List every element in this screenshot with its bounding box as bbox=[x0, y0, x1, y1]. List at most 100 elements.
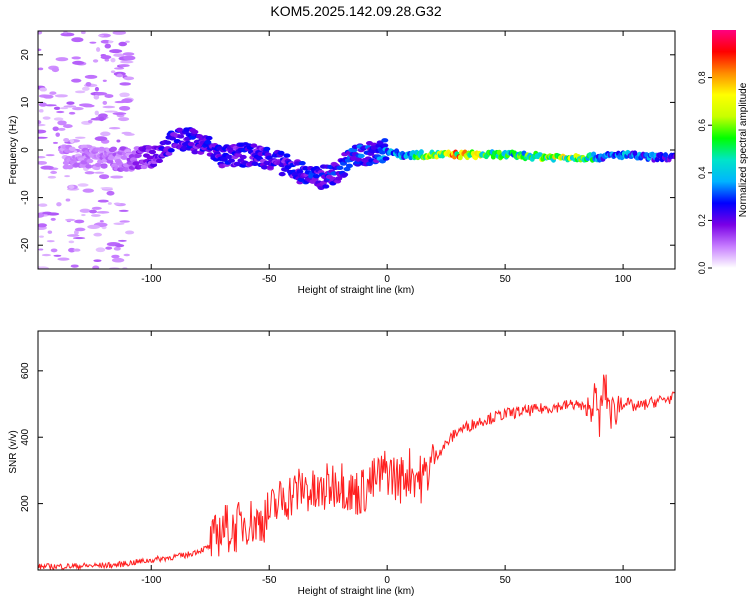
spectrogram-noise bbox=[38, 102, 48, 107]
x-tick-label: 100 bbox=[615, 575, 632, 586]
spectrogram-noise bbox=[55, 132, 60, 137]
spectrogram-noise bbox=[92, 59, 99, 63]
spectrogram-noise bbox=[68, 240, 75, 244]
spectrogram-blob bbox=[357, 153, 365, 159]
spectrogram-noise bbox=[64, 175, 71, 178]
y-tick-label: -20 bbox=[20, 238, 31, 253]
spectrogram-noise bbox=[94, 136, 108, 142]
spectrogram-noise bbox=[71, 78, 82, 83]
spectrogram-blob bbox=[345, 163, 353, 169]
spectrogram-noise bbox=[68, 111, 76, 115]
spectrogram-noise bbox=[98, 34, 105, 37]
spectrogram-noise bbox=[123, 55, 136, 61]
spectrogram-blob bbox=[312, 173, 320, 179]
spectrogram-blob bbox=[204, 140, 212, 145]
spectrogram-noise bbox=[72, 237, 86, 240]
spectrogram-noise bbox=[104, 43, 111, 49]
y-tick-label: 0 bbox=[20, 147, 31, 153]
spectrogram-noise bbox=[108, 127, 121, 130]
spectrogram-blob bbox=[177, 134, 185, 139]
spectrogram-noise bbox=[49, 91, 57, 95]
spectrogram-noise bbox=[125, 40, 130, 43]
spectrogram-noise bbox=[53, 106, 61, 111]
spectrogram-noise bbox=[50, 217, 56, 221]
spectrogram-blob bbox=[239, 154, 247, 160]
spectrogram-noise bbox=[43, 104, 57, 107]
spectrogram-noise bbox=[77, 183, 89, 187]
colorbar: 0.0 0.2 0.4 0.6 0.8 Normalized spectral ampl… bbox=[697, 30, 749, 274]
spectrogram-noise bbox=[100, 39, 111, 44]
spectrogram-noise bbox=[41, 253, 51, 257]
spectrogram-noise bbox=[97, 199, 109, 203]
spectrogram-blob bbox=[296, 169, 304, 174]
spectrogram-noise bbox=[57, 120, 67, 126]
spectrogram-noise bbox=[116, 139, 121, 143]
snr-x-axis-label: Height of straight line (km) bbox=[298, 586, 415, 597]
spectrogram-noise bbox=[69, 139, 75, 144]
spectrogram-blob bbox=[457, 154, 463, 161]
spectrogram-blob bbox=[168, 136, 176, 141]
spectrogram-noise bbox=[74, 227, 86, 232]
spectrogram-blob bbox=[94, 162, 102, 168]
spectrogram-noise bbox=[94, 92, 108, 96]
spectrogram-noise bbox=[85, 81, 92, 87]
snr-frame bbox=[37, 330, 676, 571]
spectrogram-blob bbox=[297, 177, 305, 182]
spectrogram-noise bbox=[50, 248, 58, 253]
spectrogram-noise bbox=[62, 124, 73, 129]
spectrogram-noise bbox=[38, 48, 42, 52]
spectrogram-blobs bbox=[38, 31, 675, 269]
spectrogram-noise bbox=[56, 110, 65, 114]
spectrogram-noise bbox=[110, 70, 116, 74]
spectrogram-noise bbox=[80, 31, 86, 35]
spectrogram-blob bbox=[336, 165, 344, 171]
spectrogram-noise bbox=[102, 100, 108, 105]
spectrogram-noise bbox=[66, 101, 75, 105]
spectrogram-noise bbox=[94, 86, 100, 92]
spectrogram-noise bbox=[93, 94, 100, 100]
spectrogram-noise bbox=[46, 240, 55, 243]
spectrogram-noise bbox=[118, 209, 129, 212]
spectrogram-noise bbox=[60, 32, 75, 37]
spectrogram-noise bbox=[38, 212, 45, 218]
colorbar-tick-label: 0.0 bbox=[697, 262, 707, 275]
spectrogram-noise bbox=[53, 254, 62, 257]
spectrogram-noise bbox=[99, 220, 104, 223]
spectrogram-blob bbox=[260, 165, 268, 170]
spectrogram-noise bbox=[57, 127, 66, 131]
spectrogram-y-ticks: 20 10 0 -10 -20 bbox=[20, 49, 675, 253]
spectrogram-noise bbox=[89, 41, 97, 44]
spectrogram-blob bbox=[145, 145, 153, 150]
snr-y-ticks: 200 400 600 bbox=[20, 362, 675, 512]
spectrogram-noise bbox=[63, 31, 68, 34]
spectrogram-noise bbox=[46, 212, 60, 216]
spectrogram-noise bbox=[123, 253, 130, 257]
y-tick-label: 20 bbox=[20, 49, 31, 61]
spectrogram-noise bbox=[63, 137, 70, 143]
spectrogram-y-axis-label: Frequency (Hz) bbox=[8, 116, 19, 185]
spectrogram-noise bbox=[113, 222, 125, 225]
spectrogram-noise bbox=[110, 175, 124, 179]
spectrogram-noise bbox=[51, 67, 60, 73]
spectrogram-noise bbox=[96, 210, 110, 214]
spectrogram-noise bbox=[64, 218, 76, 222]
spectrogram-noise bbox=[38, 120, 42, 125]
spectrogram-blob bbox=[73, 162, 81, 167]
spectrogram-noise bbox=[38, 31, 43, 35]
spectrogram-noise bbox=[112, 31, 127, 35]
spectrogram-noise bbox=[56, 202, 62, 207]
spectrogram-blob bbox=[106, 159, 114, 164]
spectrogram-noise bbox=[116, 73, 123, 78]
spectrogram-blob bbox=[381, 143, 389, 148]
spectrogram-blob bbox=[167, 148, 175, 153]
spectrogram-noise bbox=[42, 94, 54, 99]
snr-plot-area bbox=[38, 331, 675, 570]
y-tick-label: 200 bbox=[20, 495, 31, 512]
spectrogram-noise bbox=[55, 94, 68, 98]
spectrogram-blob bbox=[86, 158, 94, 164]
colorbar-tick-label: 0.4 bbox=[697, 167, 707, 180]
spectrogram-noise bbox=[92, 265, 100, 269]
spectrogram-noise bbox=[117, 239, 127, 242]
